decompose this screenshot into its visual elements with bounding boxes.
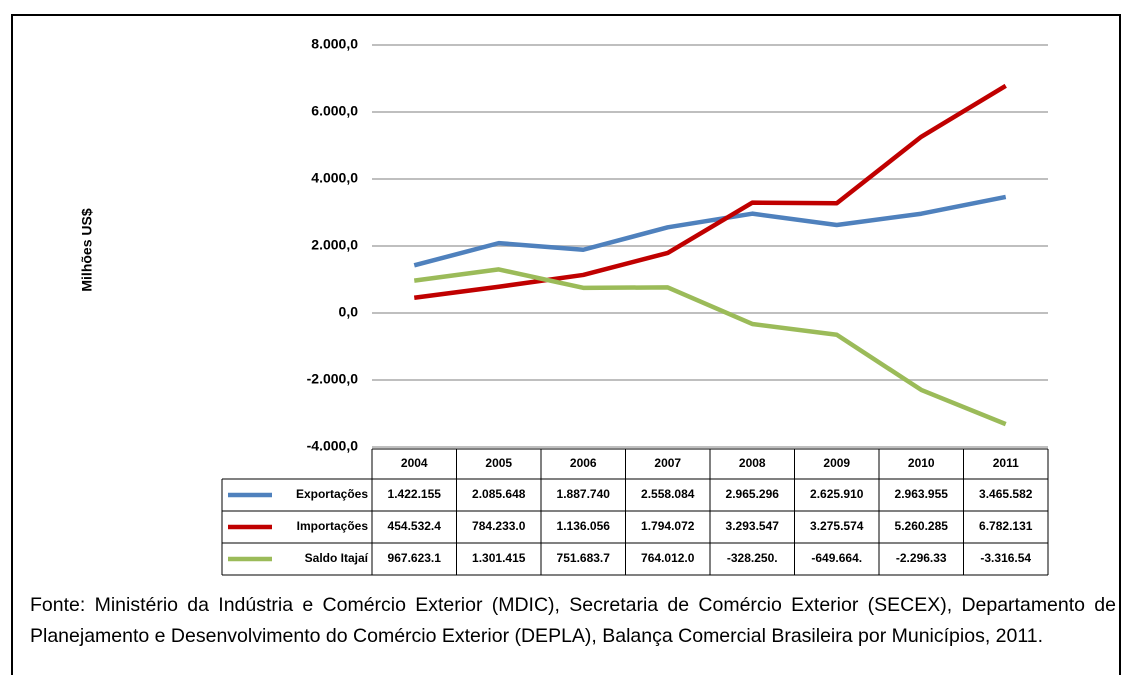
table-value: 2.558.084 bbox=[641, 487, 695, 501]
table-value: -3.316.54 bbox=[980, 551, 1031, 565]
y-tick-label: 4.000,0 bbox=[311, 170, 358, 186]
y-tick-label: -2.000,0 bbox=[307, 371, 359, 387]
table-value: 1.794.072 bbox=[641, 519, 695, 533]
x-tick-label: 2009 bbox=[823, 456, 850, 470]
table-value: 967.623.1 bbox=[388, 551, 442, 565]
table-value: 6.782.131 bbox=[979, 519, 1033, 533]
y-tick-label: 2.000,0 bbox=[311, 237, 358, 253]
table-value: 2.085.648 bbox=[472, 487, 526, 501]
table-value: 751.683.7 bbox=[557, 551, 611, 565]
table-value: 2.625.910 bbox=[810, 487, 864, 501]
x-tick-label: 2011 bbox=[993, 456, 1019, 470]
x-tick-label: 2007 bbox=[654, 456, 681, 470]
table-value: -2.296.33 bbox=[896, 551, 947, 565]
table-value: 1.301.415 bbox=[472, 551, 526, 565]
y-tick-label: 0,0 bbox=[339, 304, 359, 320]
table-value: -649.664. bbox=[811, 551, 862, 565]
series-line bbox=[413, 267, 1007, 427]
series-line bbox=[413, 83, 1007, 301]
y-tick-label: -4.000,0 bbox=[307, 438, 359, 454]
frame bbox=[11, 14, 1121, 675]
x-tick-label: 2008 bbox=[739, 456, 766, 470]
table-value: 3.275.574 bbox=[810, 519, 864, 533]
table-value: 1.136.056 bbox=[557, 519, 611, 533]
legend-label: Exportações bbox=[296, 487, 368, 501]
table-value: 784.233.0 bbox=[472, 519, 526, 533]
source-note: Fonte: Ministério da Indústria e Comérci… bbox=[30, 594, 1116, 647]
x-tick-label: 2006 bbox=[570, 456, 597, 470]
legend-label: Saldo Itajaí bbox=[305, 551, 369, 565]
table-value: 2.965.296 bbox=[726, 487, 780, 501]
x-tick-label: 2005 bbox=[485, 456, 512, 470]
table-value: 1.887.740 bbox=[557, 487, 611, 501]
table-value: 5.260.285 bbox=[895, 519, 949, 533]
table-value: 3.465.582 bbox=[979, 487, 1033, 501]
table-value: -328.250. bbox=[727, 551, 778, 565]
y-axis-label: Milhões US$ bbox=[79, 208, 95, 291]
table-value: 2.963.955 bbox=[895, 487, 949, 501]
x-tick-label: 2004 bbox=[401, 456, 428, 470]
y-tick-label: 8.000,0 bbox=[311, 36, 358, 52]
y-tick-label: 6.000,0 bbox=[311, 103, 358, 119]
legend-label: Importações bbox=[297, 519, 369, 533]
x-tick-label: 2010 bbox=[908, 456, 935, 470]
series-line bbox=[413, 194, 1007, 268]
table-value: 764.012.0 bbox=[641, 551, 695, 565]
table-value: 3.293.547 bbox=[726, 519, 780, 533]
table-value: 1.422.155 bbox=[388, 487, 442, 501]
table-value: 454.532.4 bbox=[388, 519, 442, 533]
